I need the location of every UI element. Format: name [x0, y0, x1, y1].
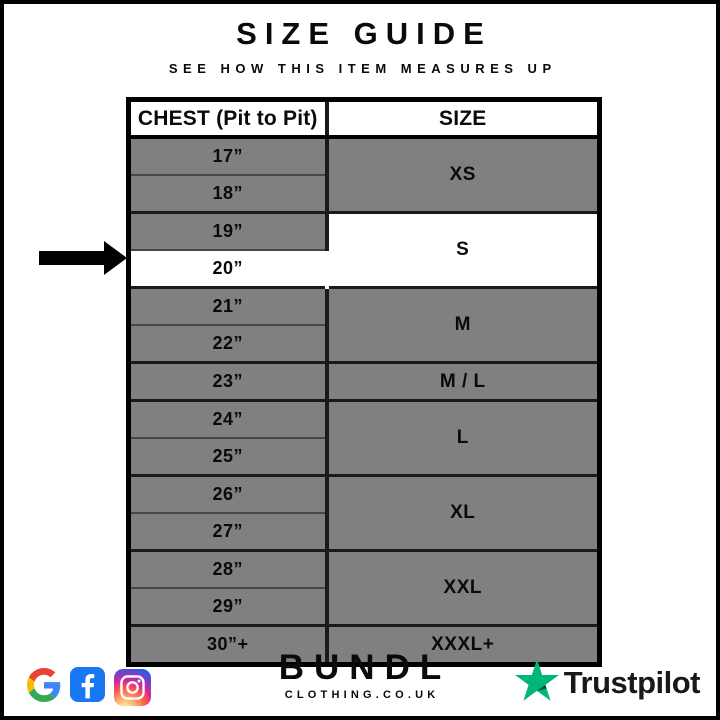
- chest-cell-22: 22”: [128, 324, 329, 363]
- arrow-shaft: [39, 251, 106, 265]
- table-row: 19” S: [128, 211, 600, 288]
- chest-cell-19: 19”: [128, 211, 329, 250]
- size-cell-l: L: [326, 399, 600, 476]
- chest-cell-18: 18”: [128, 174, 329, 213]
- size-cell-m-l: M / L: [326, 361, 600, 401]
- brand-domain: CLOTHING.CO.UK: [284, 688, 440, 701]
- arrow-head: [104, 241, 127, 275]
- chest-cell-28: 28”: [128, 549, 329, 588]
- chest-cell-20-highlighted: 20”: [128, 249, 329, 288]
- size-cell-xs: XS: [326, 135, 600, 213]
- pointer-arrow-icon: [39, 241, 127, 275]
- size-cell-xxl: XXL: [326, 549, 600, 626]
- trustpilot-logo: Trustpilot: [514, 659, 701, 706]
- trustpilot-label: Trustpilot: [563, 664, 701, 700]
- brand-logo: BUNDL CLOTHING.CO.UK: [269, 648, 452, 701]
- chest-cell-25: 25”: [128, 437, 329, 476]
- table-row: 25”: [128, 437, 600, 476]
- chest-cell-27: 27”: [128, 512, 329, 551]
- size-cell-xxxl-plus: XXXL+: [326, 624, 600, 665]
- chest-cell-17: 17”: [128, 135, 329, 175]
- size-cell-s-highlighted: S: [326, 211, 600, 288]
- table-row: 18”: [128, 174, 600, 213]
- chest-cell-21: 21”: [128, 286, 329, 325]
- page-subtitle: SEE HOW THIS ITEM MEASURES UP: [168, 61, 557, 76]
- social-icons: [27, 667, 151, 707]
- chest-cell-24: 24”: [128, 399, 329, 438]
- chest-cell-29: 29”: [128, 587, 329, 626]
- instagram-icon: [114, 668, 151, 706]
- table-row: 20”: [128, 249, 600, 288]
- table-row: 23” M / L: [128, 361, 600, 401]
- table-row: 17” XS: [128, 135, 600, 213]
- table-row: 30”+ XXXL+: [128, 624, 600, 665]
- chest-cell-30-plus: 30”+: [128, 624, 329, 665]
- column-header-size: SIZE: [326, 99, 600, 139]
- table-row: 21” M: [128, 286, 600, 363]
- facebook-icon: [70, 667, 105, 707]
- table-row: 27”: [128, 512, 600, 551]
- table-row: 24” L: [128, 399, 600, 476]
- trustpilot-star-icon: [514, 659, 559, 706]
- table-row: 28” XXL: [128, 549, 600, 626]
- page-title: SIZE GUIDE: [236, 16, 492, 51]
- column-header-chest: CHEST (Pit to Pit): [128, 99, 329, 139]
- chest-cell-26: 26”: [128, 474, 329, 513]
- google-icon: [27, 667, 61, 707]
- table-row: 29”: [128, 587, 600, 626]
- size-cell-m: M: [326, 286, 600, 363]
- table-row: 26” XL: [128, 474, 600, 551]
- table-header-row: CHEST (Pit to Pit) SIZE: [128, 99, 600, 139]
- size-cell-xl: XL: [326, 474, 600, 551]
- brand-name: BUNDL: [278, 648, 452, 687]
- table-row: 22”: [128, 324, 600, 363]
- chest-cell-23: 23”: [128, 361, 329, 401]
- size-guide-table: CHEST (Pit to Pit) SIZE 17” XS 18” 19” S…: [126, 97, 602, 667]
